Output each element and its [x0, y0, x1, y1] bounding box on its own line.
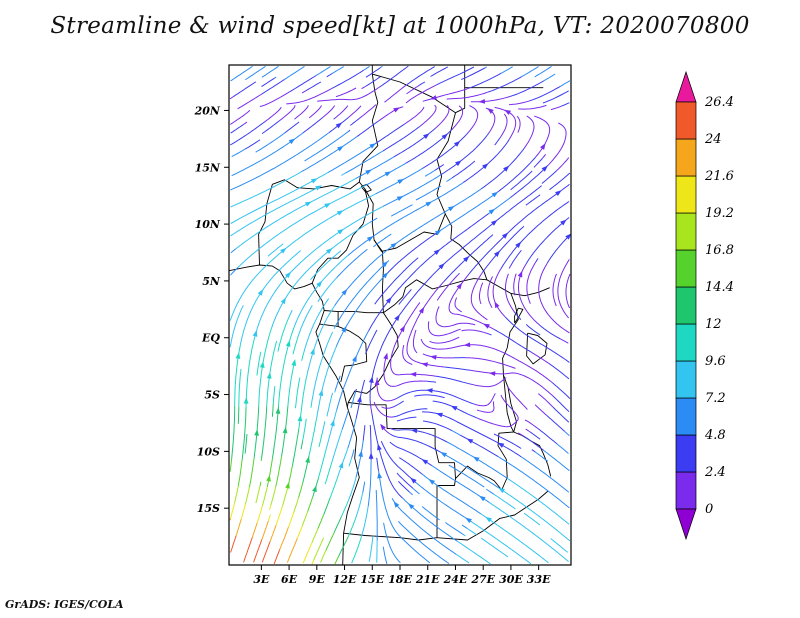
- colorbar-label: 4.8: [704, 428, 726, 443]
- plot-area: [228, 64, 572, 566]
- colorbar-segment: [675, 397, 697, 436]
- streamline-arrows: [235, 95, 571, 524]
- colorbar-label: 26.4: [704, 95, 734, 110]
- x-tick-label: 21E: [415, 573, 440, 586]
- chart-title: Streamline & wind speed[kt] at 1000hPa, …: [50, 13, 750, 39]
- y-tick-label: 5S: [204, 389, 220, 402]
- x-tick-label: 24E: [443, 573, 468, 586]
- grads-attribution: GrADS: IGES/COLA: [5, 598, 124, 611]
- colorbar-segment: [675, 323, 697, 362]
- colorbar-label: 21.6: [704, 169, 734, 184]
- colorbar-top-arrow: [675, 70, 697, 103]
- colorbar-segment: [675, 434, 697, 473]
- x-tick-label: 15E: [360, 573, 384, 586]
- colorbar-label: 9.6: [705, 354, 726, 369]
- x-tick-label: 27E: [470, 573, 495, 586]
- colorbar-segment: [675, 286, 697, 325]
- x-tick-label: 6E: [281, 573, 298, 586]
- colorbar-label: 0: [705, 502, 713, 517]
- y-tick-label: 10N: [195, 218, 221, 231]
- y-tick-label: 20N: [194, 104, 221, 117]
- y-tick-label: 5N: [202, 275, 221, 288]
- y-tick-label: 15N: [195, 161, 221, 174]
- colorbar-label: 24: [704, 132, 722, 147]
- colorbar-label: 16.8: [705, 243, 734, 258]
- colorbar-label: 7.2: [705, 391, 726, 406]
- colorbar-segment: [675, 471, 697, 510]
- colorbar-segment: [675, 360, 697, 399]
- y-tick-label: 15S: [197, 502, 220, 515]
- y-tick-label: EQ: [201, 332, 220, 345]
- colorbar-label: 12: [705, 317, 722, 332]
- y-tick-label: 10S: [197, 445, 220, 458]
- colorbar-segment: [675, 175, 697, 214]
- streamlines: [229, 65, 571, 565]
- colorbar: 0 2.4 4.8 7.2 9.6 12 14.4 16.8 19.2 21.6 24 26.4: [675, 70, 734, 541]
- x-tick-label: 3E: [253, 573, 270, 586]
- colorbar-label: 14.4: [705, 280, 734, 295]
- colorbar-segment: [675, 212, 697, 251]
- colorbar-bottom-arrow: [675, 508, 697, 541]
- axes: 3E 6E 9E 12E 15E 18E 21E 24E 27E 30E 33E 20N 15N 10N 5…: [194, 104, 551, 586]
- x-tick-label: 12E: [333, 573, 357, 586]
- colorbar-label: 2.4: [704, 465, 726, 480]
- colorbar-segment: [675, 138, 697, 177]
- x-tick-label: 33E: [527, 573, 551, 586]
- x-tick-label: 30E: [499, 573, 523, 586]
- colorbar-label: 19.2: [705, 206, 734, 221]
- colorbar-segment: [675, 249, 697, 288]
- x-tick-label: 9E: [309, 573, 326, 586]
- colorbar-segment: [675, 101, 697, 140]
- x-tick-label: 18E: [388, 573, 412, 586]
